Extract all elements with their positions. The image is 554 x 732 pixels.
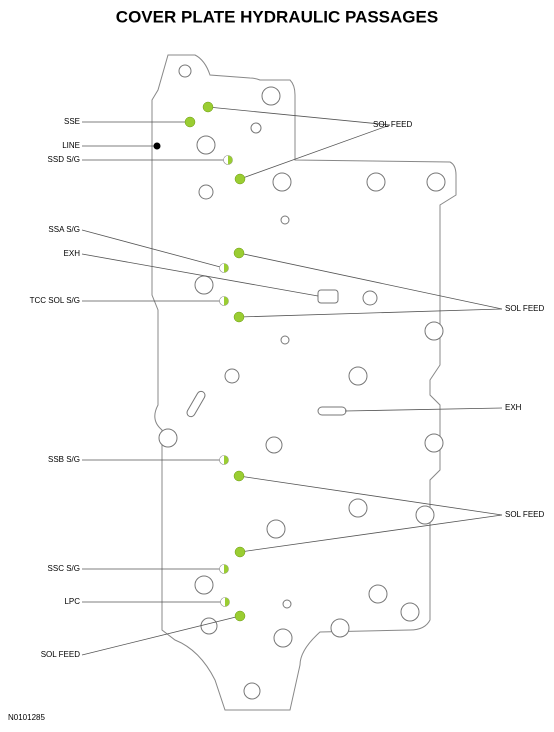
label: EXH	[64, 249, 81, 258]
left-labels: SSE LINE SSD S/G SSA S/G EXH TCC SOL S/G…	[30, 117, 81, 659]
label: SSE	[64, 117, 80, 126]
title: COVER PLATE HYDRAULIC PASSAGES	[116, 7, 438, 26]
label: SSB S/G	[48, 455, 80, 464]
label: SOL FEED	[41, 650, 80, 659]
label: LINE	[62, 141, 80, 150]
passage-dots	[153, 101, 246, 622]
label: SOL FEED	[505, 510, 544, 519]
figure-id: N0101285	[8, 713, 45, 722]
label: SOL FEED	[505, 304, 544, 313]
label: TCC SOL S/G	[30, 296, 80, 305]
holes	[158, 64, 446, 700]
right-labels: SOL FEED SOL FEED EXH SOL FEED	[373, 120, 544, 519]
label: EXH	[505, 403, 522, 412]
label: SSC S/G	[48, 564, 80, 573]
plate-outline	[151, 54, 457, 711]
label: LPC	[64, 597, 80, 606]
label: SSD S/G	[48, 155, 80, 164]
leader-lines	[81, 106, 503, 656]
label: SSA S/G	[48, 225, 80, 234]
label: SOL FEED	[373, 120, 412, 129]
